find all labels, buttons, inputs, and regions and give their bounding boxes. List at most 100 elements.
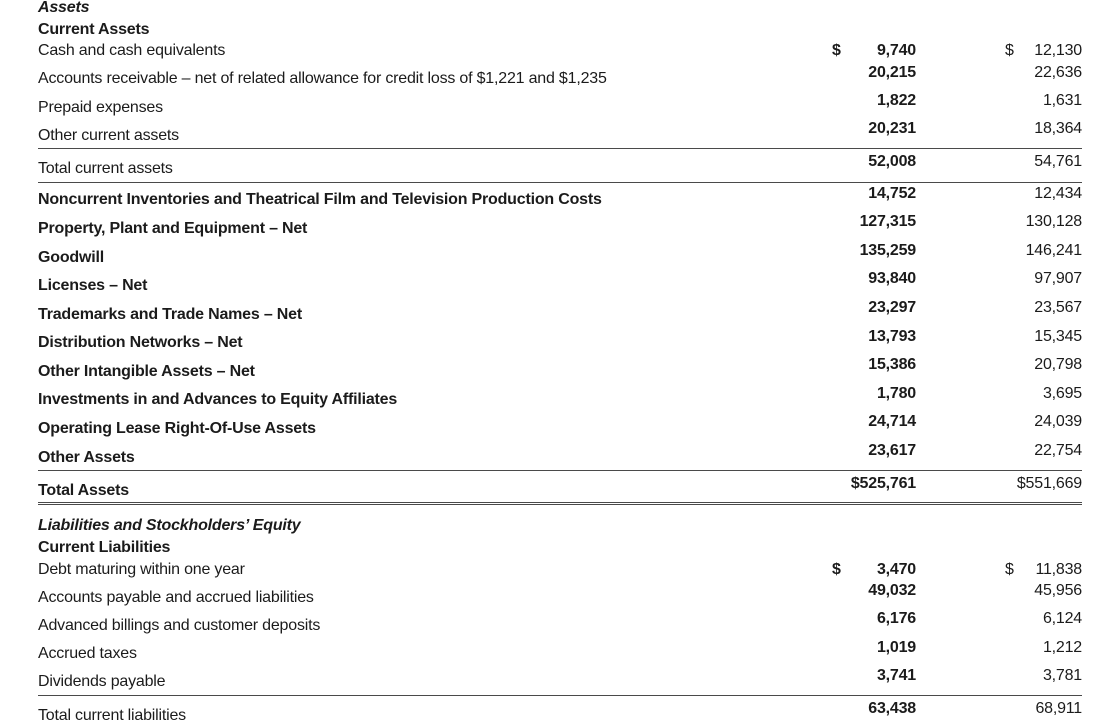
- dollar-sign: $: [832, 560, 841, 578]
- amount: 45,956: [1034, 582, 1082, 600]
- value-current-period: 13,793: [832, 326, 916, 348]
- row-label: Total current assets: [38, 159, 173, 177]
- amount: 54,761: [1034, 153, 1082, 171]
- amount: 20,231: [868, 120, 916, 138]
- value-prior-period: $551,669: [1005, 473, 1082, 495]
- value-prior-period: 20,798: [1005, 354, 1082, 376]
- value-current-period: 23,617: [832, 440, 916, 462]
- row-total-assets: Total Assets $525,761 $551,669: [38, 470, 1082, 501]
- value-prior-period: 23,567: [1005, 297, 1082, 319]
- row-advanced-billings-and-customer-deposits: Advanced billings and customer deposits 6…: [38, 608, 1082, 636]
- row-label: Debt maturing within one year: [38, 560, 245, 578]
- value-prior-period: 12,434: [1005, 183, 1082, 205]
- row-other-intangible-assets-net: Other Intangible Assets – Net 15,386 20,79…: [38, 354, 1082, 383]
- row-label: Liabilities and Stockholders’ Equity: [38, 517, 301, 535]
- amount: 49,032: [868, 582, 916, 600]
- value-current-period: 20,231: [832, 118, 916, 140]
- row-prepaid-expenses: Prepaid expenses 1,822 1,631: [38, 90, 1082, 118]
- row-label: Accounts payable and accrued liabilities: [38, 588, 314, 606]
- value-current-period: 15,386: [832, 354, 916, 376]
- row-label: Current Assets: [38, 20, 150, 38]
- value-current-period: $9,740: [832, 40, 916, 62]
- row-label: Other Intangible Assets – Net: [38, 362, 255, 380]
- value-prior-period: 18,364: [1005, 118, 1082, 140]
- amount: 97,907: [1034, 270, 1082, 288]
- value-current-period: $525,761: [832, 473, 916, 495]
- value-current-period: $3,470: [832, 559, 916, 581]
- row-label: Accounts receivable – net of related all…: [38, 70, 607, 88]
- value-prior-period: 3,781: [1005, 665, 1082, 687]
- amount: 23,567: [1034, 298, 1082, 316]
- row-label: Assets: [38, 0, 90, 16]
- amount: 1,019: [876, 638, 916, 656]
- section-spacer: [38, 505, 1082, 515]
- amount: 13,793: [868, 327, 916, 345]
- row-label: Licenses – Net: [38, 277, 148, 295]
- amount: 1,631: [1042, 91, 1082, 109]
- value-prior-period: 6,124: [1005, 608, 1082, 630]
- dollar-sign: $: [1005, 42, 1014, 60]
- row-distribution-networks-net: Distribution Networks – Net 13,793 15,345: [38, 326, 1082, 355]
- value-current-period: 24,714: [832, 411, 916, 433]
- value-current-period: 14,752: [832, 183, 916, 205]
- row-property-plant-and-equipment-net: Property, Plant and Equipment – Net 127,3…: [38, 211, 1082, 240]
- amount: 1,822: [876, 91, 916, 109]
- row-label: Total current liabilities: [38, 706, 186, 724]
- value-current-period: 135,259: [832, 240, 917, 262]
- value-prior-period: 146,241: [1005, 240, 1083, 262]
- amount: 20,215: [868, 63, 916, 81]
- amount: 3,741: [876, 666, 916, 684]
- row-goodwill: Goodwill 135,259 146,241: [38, 240, 1082, 269]
- amount: 1,780: [876, 384, 916, 402]
- amount: 15,386: [868, 356, 916, 374]
- row-assets: Assets: [38, 0, 1082, 19]
- value-prior-period: 3,695: [1005, 383, 1082, 405]
- row-operating-lease-right-of-use-assets: Operating Lease Right-Of-Use Assets 24,71…: [38, 411, 1082, 440]
- row-label: Distribution Networks – Net: [38, 334, 243, 352]
- row-accrued-taxes: Accrued taxes 1,019 1,212: [38, 637, 1082, 665]
- amount: 3,781: [1042, 666, 1082, 684]
- amount: 52,008: [868, 153, 916, 171]
- amount: 22,636: [1034, 63, 1082, 81]
- value-current-period: 93,840: [832, 268, 916, 290]
- row-other-current-assets: Other current assets 20,231 18,364: [38, 118, 1082, 146]
- row-label: Goodwill: [38, 248, 104, 266]
- row-current-assets: Current Assets: [38, 19, 1082, 41]
- value-prior-period: 24,039: [1005, 411, 1082, 433]
- row-cash-and-cash-equivalents: Cash and cash equivalents $9,740 $12,130: [38, 40, 1082, 62]
- amount: 18,364: [1034, 120, 1082, 138]
- amount: 63,438: [868, 699, 916, 717]
- value-current-period: 49,032: [832, 580, 916, 602]
- row-label: Accrued taxes: [38, 645, 137, 663]
- amount: 9,740: [876, 42, 916, 60]
- double-rule: [38, 501, 1082, 506]
- row-label: Trademarks and Trade Names – Net: [38, 305, 302, 323]
- value-current-period: 23,297: [832, 297, 916, 319]
- value-current-period: 3,741: [832, 665, 916, 687]
- amount: 20,798: [1034, 356, 1082, 374]
- row-investments-in-and-advances-to-equity-af: Investments in and Advances to Equity Af…: [38, 383, 1082, 412]
- amount: 14,752: [868, 184, 916, 202]
- row-label: Operating Lease Right-Of-Use Assets: [38, 420, 316, 438]
- amount: 130,128: [1025, 213, 1083, 231]
- amount: 68,911: [1035, 699, 1082, 717]
- amount: 3,470: [876, 560, 916, 578]
- amount: 23,297: [868, 298, 916, 316]
- amount: 6,176: [876, 610, 916, 628]
- amount: 6,124: [1042, 610, 1082, 628]
- value-current-period: 6,176: [832, 608, 916, 630]
- amount: 22,754: [1034, 441, 1082, 459]
- row-label: Prepaid expenses: [38, 98, 163, 116]
- amount: 3,695: [1042, 384, 1082, 402]
- value-current-period: 20,215: [832, 62, 916, 84]
- row-label: Current Liabilities: [38, 539, 171, 557]
- dollar-sign: $: [1005, 560, 1014, 578]
- amount: 135,259: [859, 241, 917, 259]
- row-label: Dividends payable: [38, 673, 166, 691]
- row-label: Noncurrent Inventories and Theatrical Fi…: [38, 191, 602, 209]
- row-accounts-receivable-net-of-related-allow: Accounts receivable – net of related all…: [38, 62, 1082, 90]
- row-label: Investments in and Advances to Equity Af…: [38, 391, 398, 409]
- amount: 93,840: [868, 270, 916, 288]
- row-label: Total Assets: [38, 482, 129, 500]
